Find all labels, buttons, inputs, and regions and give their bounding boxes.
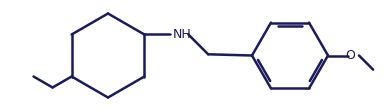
Text: NH: NH [172,28,191,41]
Text: O: O [345,49,355,62]
